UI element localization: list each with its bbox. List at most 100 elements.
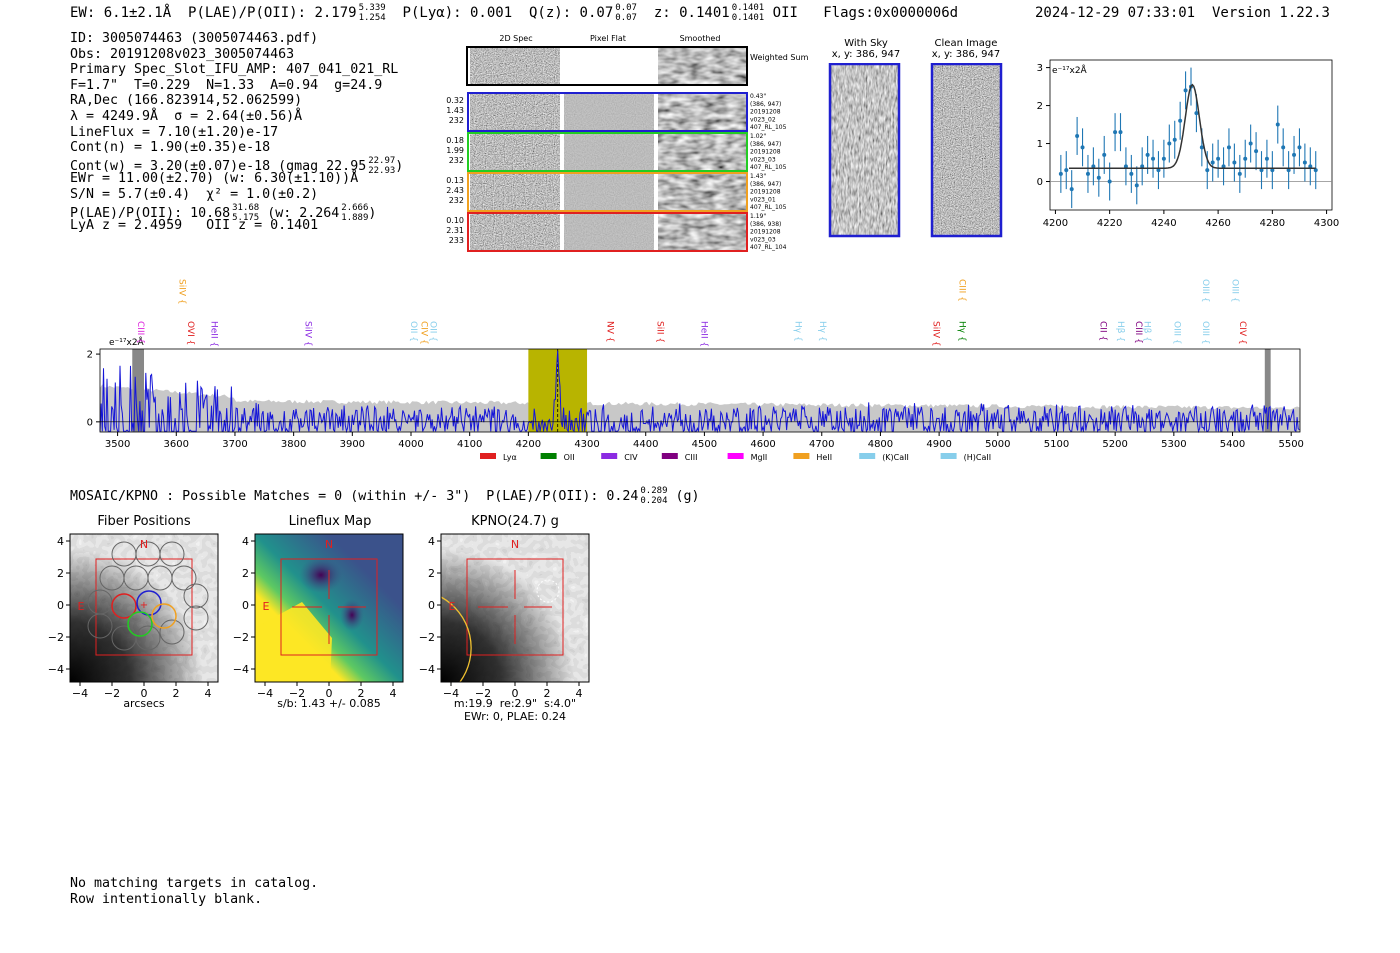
panel-ytick-label: −2 xyxy=(233,631,249,644)
spectrum-xtick-label: 4000 xyxy=(398,439,423,450)
zoom-point xyxy=(1281,145,1286,150)
zoom-point xyxy=(1069,187,1074,192)
spectrum-xtick-label: 4100 xyxy=(457,439,482,450)
cutout-right-label: 20191208 xyxy=(750,149,781,156)
zoom-ylabel: e⁻¹⁷x2Å xyxy=(1052,64,1088,76)
with-sky-frame xyxy=(828,63,901,238)
legend-swatch xyxy=(540,453,557,459)
kpno-ellipse xyxy=(440,596,472,683)
info-fiber: F=1.7" T=0.229 N=1.33 A=0.94 g=24.9 xyxy=(70,77,383,93)
info-plae: P(LAE)/P(OII): 10.68 31.68 5.175 (w: 2.264… xyxy=(70,202,403,223)
kpno-title: KPNO(24.7) g xyxy=(471,514,559,529)
emission-line-label: CIII { xyxy=(135,321,145,344)
zoom-xtick-label: 4200 xyxy=(1043,218,1068,229)
zoom-point xyxy=(1161,156,1166,161)
panel-xtick-label: 2 xyxy=(544,687,551,700)
zoom-point xyxy=(1140,164,1145,169)
zoom-point xyxy=(1107,179,1112,184)
kpno-xlabel1: m:19.9 re:2.9" s:4.0" xyxy=(454,697,576,710)
plae-lo: 1.254 xyxy=(358,13,386,23)
col-title-smoothed: Smoothed xyxy=(680,34,721,43)
spectrum-xtick-label: 3800 xyxy=(281,439,306,450)
weighted-sum-label: Weighted Sum xyxy=(750,53,809,62)
zoom-point xyxy=(1313,168,1318,173)
panel-xtick-label: −4 xyxy=(72,687,88,700)
col-title-2dspec: 2D Spec xyxy=(499,34,532,43)
z-lo: 0.1401 xyxy=(731,13,765,23)
contw-hi: 22.97 xyxy=(368,155,396,166)
emission-line-label: CIII { xyxy=(957,279,967,302)
zoom-point xyxy=(1216,156,1221,161)
plae-w-hi: 2.666 xyxy=(341,202,369,213)
spectrum-xtick-label: 3600 xyxy=(164,439,189,450)
zoom-point xyxy=(1113,130,1118,135)
panel-xtick-label: 2 xyxy=(173,687,180,700)
cutout-sep xyxy=(561,174,564,210)
fiber-green xyxy=(127,611,153,637)
zoom-ytick-label: 3 xyxy=(1037,63,1043,74)
emission-line-label: OIII { xyxy=(1230,279,1240,303)
cutout-2dspec xyxy=(470,134,560,170)
cutout-left-label: 232 xyxy=(449,116,464,125)
panel-ticks: −4 4 −2 2 0 0 2 −2 4 −4 −4 4 −2 2 0 0 2 −2 4 −4 −4 4 −2 2 0 0 2 −2 4… xyxy=(48,535,583,700)
cutout-left-label: 1.99 xyxy=(446,146,464,155)
zoom-point xyxy=(1308,164,1313,169)
lineflux-panel: N E s/b: 1.43 +/- 0.085 xyxy=(254,533,404,710)
fiber-positions-panel: + N E arcsecs xyxy=(69,533,219,710)
svg-text:+: + xyxy=(140,600,148,611)
info-obs: Obs: 20191208v023_3005074463 xyxy=(70,46,295,62)
zoom-point xyxy=(1297,145,1302,150)
cutout-right-label: 0.43" xyxy=(750,93,766,100)
spectrum-frame xyxy=(99,348,1301,433)
cutout-right-label: 407_RL_105 xyxy=(750,204,787,211)
cutout-smoothed xyxy=(658,94,748,130)
spectra-cutouts: 2D Spec Pixel Flat Smoothed Weighted Sum… xyxy=(446,34,809,252)
legend-swatch xyxy=(793,453,810,459)
east-label: E xyxy=(78,600,85,613)
panel-ytick-label: 2 xyxy=(57,567,64,580)
zoom-point xyxy=(1248,141,1253,146)
zoom-xtick-label: 4300 xyxy=(1314,218,1339,229)
zoom-point xyxy=(1302,160,1307,165)
cutout-frame xyxy=(467,172,748,212)
cutout-right-label: 20191208 xyxy=(750,229,781,236)
info-sn: S/N = 5.7(±0.4) χ² = 1.0(±0.2) xyxy=(70,186,319,202)
zoom-ytick-label: 2 xyxy=(1037,101,1043,112)
spectrum-xtick-label: 4900 xyxy=(926,439,951,450)
emission-line-label: CII { xyxy=(1098,321,1108,341)
cutout-left-label: 2.31 xyxy=(446,226,464,235)
info-z: LyA z = 2.4959 OII z = 0.1401 xyxy=(70,218,319,234)
plae-value: P(LAE)/P(OII): 2.179 xyxy=(188,5,357,21)
plae-w-lo: 1.889 xyxy=(341,212,369,223)
cutout-right-label: v023_02 xyxy=(750,116,776,123)
z-hi: 0.1401 xyxy=(731,3,765,13)
flux-title: Lineflux Map xyxy=(289,514,372,529)
with-sky-xy: x, y: 386, 947 xyxy=(831,49,901,60)
emission-line-label: HeII { xyxy=(699,321,709,347)
cutout-left-label: 1.43 xyxy=(446,106,464,115)
mosaic-line: MOSAIC/KPNO : Possible Matches = 0 (with… xyxy=(70,486,700,506)
info-ewr: EWr = 11.00(±2.70) (w: 6.30(±1.10))Å xyxy=(70,171,359,187)
zoom-point xyxy=(1172,137,1177,142)
mosaic-end: (g) xyxy=(675,489,700,504)
cutout-right-label: (386, 947) xyxy=(750,141,781,148)
panel-ytick-label: 4 xyxy=(242,535,249,548)
cutout-2dspec xyxy=(470,174,560,210)
zoom-point xyxy=(1091,164,1096,169)
cutout-col-titles: 2D Spec Pixel Flat Smoothed xyxy=(499,34,720,43)
panel-xtick-label: 0 xyxy=(512,687,519,700)
cutout-sep xyxy=(655,214,658,250)
spectrum-xtick-label: 5100 xyxy=(1044,439,1069,450)
fiber-xlabel: arcsecs xyxy=(123,697,165,710)
zoom-ytick-label: 0 xyxy=(1037,177,1043,188)
z-line: OII xyxy=(772,5,798,21)
emission-line-label: OII { xyxy=(408,321,418,342)
cutout-right-label: 1.19" xyxy=(750,213,766,220)
zoom-point xyxy=(1156,168,1161,173)
spectrum-xtick-label: 4400 xyxy=(633,439,658,450)
info-contn: Cont(n) = 1.90(±0.35)e-18 xyxy=(70,140,271,156)
panel-xtick-label: −2 xyxy=(104,687,120,700)
cutout-2dspec xyxy=(470,94,560,130)
panel-ytick-label: 0 xyxy=(57,599,64,612)
